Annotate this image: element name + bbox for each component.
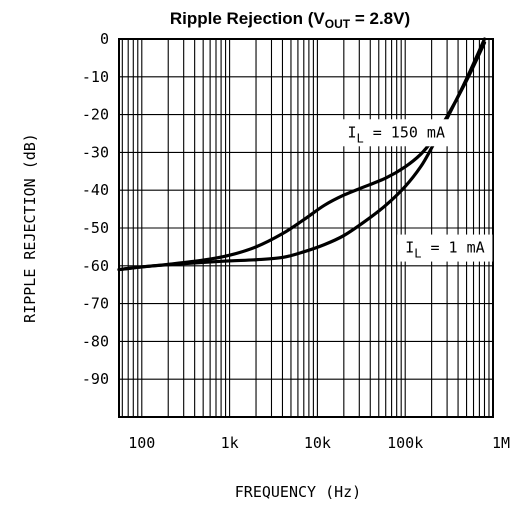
series-label-prefix: I	[347, 123, 356, 141]
plot-border	[118, 38, 494, 418]
y-tick-label: -20	[82, 106, 109, 124]
chart-title-main: Ripple Rejection (V	[170, 9, 326, 28]
y-tick-label: -60	[82, 257, 109, 275]
y-tick-label: -40	[82, 181, 109, 199]
x-axis-label: FREQUENCY (Hz)	[235, 483, 361, 501]
series-label-subscript: L	[414, 247, 421, 261]
y-tick-label: 0	[100, 30, 109, 48]
y-tick-label: -90	[82, 370, 109, 388]
x-tick-label: 1M	[492, 434, 510, 452]
x-tick-label: 10k	[304, 434, 331, 452]
x-tick-label: 1k	[221, 434, 239, 452]
chart-title-subscript: OUT	[325, 17, 351, 31]
y-tick-label: -50	[82, 219, 109, 237]
y-tick-label: -10	[82, 68, 109, 86]
series-label-background	[339, 119, 454, 147]
series-label-background	[397, 234, 493, 262]
series-label-suffix: = 1 mA	[421, 239, 484, 257]
series-label-2: IL = 1 mA	[405, 239, 484, 261]
y-tick-label: -30	[82, 143, 109, 161]
y-tick-label: -70	[82, 295, 109, 313]
x-tick-labels: 100 1k 10k 100k 1M	[128, 434, 510, 452]
series-label-subscript: L	[356, 131, 363, 145]
plot-frame	[118, 38, 494, 418]
x-tick-label: 100	[128, 434, 155, 452]
grid	[119, 39, 493, 417]
series-label-suffix: = 150 mA	[364, 123, 445, 141]
series-label-prefix: I	[405, 239, 414, 257]
y-tick-label: -80	[82, 332, 109, 350]
x-tick-label: 100k	[387, 434, 423, 452]
y-tick-labels: 0 -10 -20 -30 -40 -50 -60 -70 -80 -90	[82, 30, 109, 388]
chart-title-suffix: = 2.8V)	[350, 9, 410, 28]
chart-title: Ripple Rejection (VOUT = 2.8V)	[170, 9, 410, 31]
series-label-1: IL = 150 mA	[347, 123, 445, 145]
y-axis-label: RIPPLE REJECTION (dB)	[21, 133, 39, 323]
